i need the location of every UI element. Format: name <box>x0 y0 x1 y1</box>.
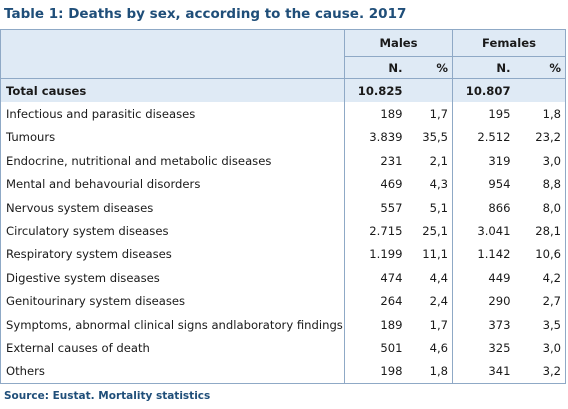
males-pct-cell: 2,1 <box>429 153 449 168</box>
males-n-cell: 469 <box>344 172 407 196</box>
males-n-cell: 1.199 <box>344 242 407 267</box>
females-n-cell: 449 <box>452 266 515 290</box>
header-row-units: N. % N. % <box>0 56 567 79</box>
table-row: Genitourinary system diseases 264 2,4 290 2,… <box>0 289 567 313</box>
females-n-cell: 290 <box>452 289 515 313</box>
males-pct-cell: 2,4 <box>429 294 449 309</box>
table-row: Nervous system diseases 557 5,1 866 8,0 <box>0 195 567 220</box>
cause-cell: Circulatory system diseases <box>0 219 345 243</box>
header-females-pct: % <box>514 56 567 79</box>
females-pct-cell: 3,2 <box>514 359 567 385</box>
cause-cell: Genitourinary system diseases <box>0 289 345 313</box>
males-n-cell: 189 <box>344 312 407 337</box>
males-n-cell: 474 <box>344 266 407 290</box>
cause-cell: Endocrine, nutritional and metabolic dis… <box>0 149 345 173</box>
table-row: Tumours 3.839 35,5 2.512 23,2 <box>0 125 567 150</box>
table-row: Infectious and parasitic diseases 189 1,7 1… <box>0 102 567 126</box>
table-row: Digestive system diseases 474 4,4 449 4,2 <box>0 266 567 290</box>
males-n-cell: 501 <box>344 336 407 360</box>
cause-cell: Mental and behavourial disorders <box>0 172 345 196</box>
females-pct-cell: 1,8 <box>514 102 567 126</box>
table-row: Endocrine, nutritional and metabolic dis… <box>0 149 567 173</box>
males-pct-cell: 35,5 <box>422 130 449 145</box>
total-females-pct <box>514 78 567 103</box>
header-blank <box>0 29 345 57</box>
males-pct-cell: 1,7 <box>429 317 449 332</box>
males-n-cell: 231 <box>344 149 407 173</box>
header-males-pct: % <box>406 56 453 79</box>
females-n-cell: 2.512 <box>452 125 515 150</box>
females-n-cell: 954 <box>452 172 515 196</box>
females-pct-cell: 8,8 <box>514 172 567 196</box>
cause-cell: Nervous system diseases <box>0 195 345 220</box>
females-pct-cell: 4,2 <box>514 266 567 290</box>
males-n-cell: 264 <box>344 289 407 313</box>
total-row: Total causes 10.825 10.807 <box>0 78 567 103</box>
total-label: Total causes <box>0 78 345 103</box>
header-blank-2 <box>0 56 345 79</box>
total-males-pct <box>406 78 453 103</box>
females-n-cell: 373 <box>452 312 515 337</box>
table-title: Table 1: Deaths by sex, according to the… <box>4 6 407 22</box>
females-n-cell: 325 <box>452 336 515 360</box>
deaths-table: Males Females N. % N. % Total causes 10.… <box>0 29 567 385</box>
females-pct-cell: 23,2 <box>514 125 567 150</box>
cause-cell: External causes of death <box>0 336 345 360</box>
females-pct-cell: 28,1 <box>514 219 567 243</box>
cause-cell: Others <box>0 359 345 385</box>
males-n-cell: 189 <box>344 102 407 126</box>
females-n-cell: 195 <box>452 102 515 126</box>
source-note: Source: Eustat. Mortality statistics <box>4 390 211 402</box>
total-males-n: 10.825 <box>344 78 407 103</box>
females-pct-cell: 3,0 <box>514 149 567 173</box>
table-row: Others 198 1,8 341 3,2 <box>0 359 567 385</box>
cause-cell: Tumours <box>0 125 345 150</box>
table-row: External causes of death 501 4,6 325 3,0 <box>0 336 567 360</box>
table-row: Mental and behavourial disorders 469 4,3 95… <box>0 172 567 196</box>
total-females-n: 10.807 <box>452 78 515 103</box>
header-females-n: N. <box>452 56 515 79</box>
cause-cell: Infectious and parasitic diseases <box>0 102 345 126</box>
females-pct-cell: 3,0 <box>514 336 567 360</box>
males-n-cell: 557 <box>344 195 407 220</box>
males-pct-cell: 11,1 <box>422 247 449 262</box>
males-pct-cell: 5,1 <box>429 200 449 215</box>
cause-cell: Digestive system diseases <box>0 266 345 290</box>
males-pct-cell: 4,3 <box>429 177 449 192</box>
header-males-n: N. <box>344 56 407 79</box>
header-males: Males <box>343 29 453 57</box>
females-pct-cell: 2,7 <box>514 289 567 313</box>
males-n-cell: 198 <box>344 359 407 385</box>
table-row: Respiratory system diseases 1.199 11,1 1.14… <box>0 242 567 267</box>
table-row: Circulatory system diseases 2.715 25,1 3.04… <box>0 219 567 243</box>
table-row: Symptoms, abnormal clinical signs andlab… <box>0 312 567 337</box>
females-n-cell: 866 <box>452 195 515 220</box>
males-pct-cell: 4,6 <box>429 340 449 355</box>
females-n-cell: 319 <box>452 149 515 173</box>
females-n-cell: 341 <box>452 359 515 385</box>
cause-cell: Symptoms, abnormal clinical signs andlab… <box>0 312 345 337</box>
males-n-cell: 3.839 <box>344 125 407 150</box>
males-pct-cell: 25,1 <box>422 224 449 239</box>
females-pct-cell: 8,0 <box>514 195 567 220</box>
cause-cell: Respiratory system diseases <box>0 242 345 267</box>
males-n-cell: 2.715 <box>344 219 407 243</box>
header-row-groups: Males Females <box>0 29 567 57</box>
females-pct-cell: 3,5 <box>514 312 567 337</box>
females-n-cell: 1.142 <box>452 242 515 267</box>
males-pct-cell: 4,4 <box>429 270 449 285</box>
females-pct-cell: 10,6 <box>514 242 567 267</box>
males-pct-cell: 1,8 <box>406 359 453 385</box>
males-pct-cell: 1,7 <box>429 107 449 122</box>
females-n-cell: 3.041 <box>452 219 515 243</box>
header-females: Females <box>452 29 567 57</box>
